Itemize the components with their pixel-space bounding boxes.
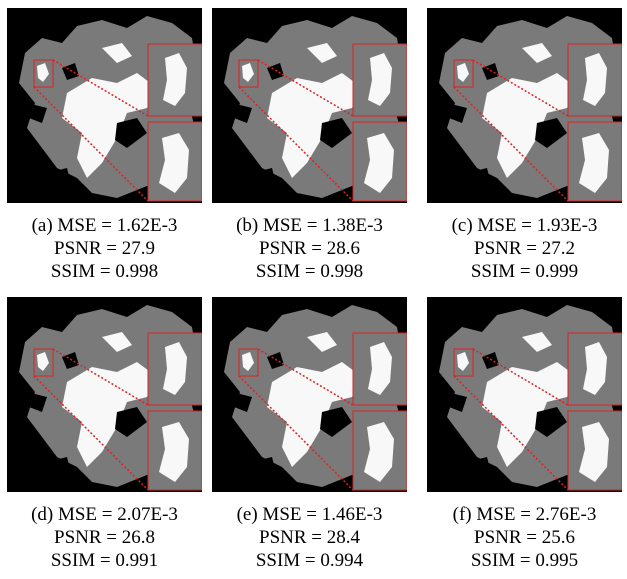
- caption-line: (e) MSE = 1.46E-3: [207, 503, 412, 526]
- result-image: [212, 297, 407, 492]
- caption-line: SSIM = 0.991: [2, 549, 207, 572]
- caption-line: PSNR = 27.9: [2, 237, 207, 260]
- caption-line: PSNR = 27.2: [422, 237, 627, 260]
- caption-line: SSIM = 0.999: [422, 260, 627, 283]
- caption-line: SSIM = 0.995: [422, 549, 627, 572]
- caption-line: (b) MSE = 1.38E-3: [207, 214, 412, 237]
- result-image: [212, 8, 407, 203]
- caption-line: PSNR = 28.6: [207, 237, 412, 260]
- result-image: [7, 297, 202, 492]
- caption-line: (d) MSE = 2.07E-3: [2, 503, 207, 526]
- result-image: [427, 8, 622, 203]
- figure: (a) MSE = 1.62E-3PSNR = 27.9SSIM = 0.998…: [0, 0, 627, 579]
- caption-line: PSNR = 26.8: [2, 526, 207, 549]
- caption-line: (a) MSE = 1.62E-3: [2, 214, 207, 237]
- caption-line: (c) MSE = 1.93E-3: [422, 214, 627, 237]
- caption-line: SSIM = 0.998: [207, 260, 412, 283]
- caption-line: PSNR = 25.6: [422, 526, 627, 549]
- caption-line: (f) MSE = 2.76E-3: [422, 503, 627, 526]
- caption-line: SSIM = 0.998: [2, 260, 207, 283]
- result-image: [7, 8, 202, 203]
- caption-line: SSIM = 0.994: [207, 549, 412, 572]
- caption-line: PSNR = 28.4: [207, 526, 412, 549]
- result-image: [427, 297, 622, 492]
